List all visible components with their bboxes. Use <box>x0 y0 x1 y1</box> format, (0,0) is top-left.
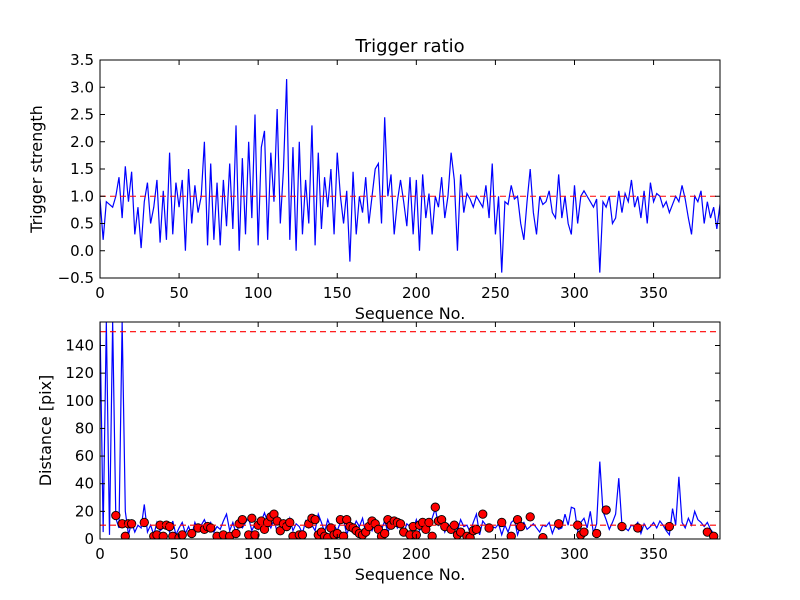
bottom-trigger-point <box>285 517 295 528</box>
bottom-trigger-point <box>591 528 602 539</box>
bottom-trigger-point <box>471 524 482 534</box>
top-x-tick-label: 0 <box>95 284 105 302</box>
top-y-tick-label: 2.0 <box>70 133 94 151</box>
bottom-trigger-point <box>617 521 627 532</box>
bottom-x-tick-label: 0 <box>95 545 105 563</box>
bottom-trigger-point <box>231 528 241 539</box>
top-y-tick-label: 2.5 <box>70 106 94 124</box>
bottom-trigger-point <box>297 530 308 539</box>
bottom-trigger-point <box>380 528 390 539</box>
top-x-tick-label: 100 <box>244 284 273 302</box>
bottom-trigger-point <box>177 530 187 539</box>
top-x-tick-label: 250 <box>481 284 510 302</box>
bottom-axes-frame <box>99 321 721 540</box>
bottom-y-tick-label: 140 <box>65 336 94 354</box>
bottom-x-axis-label: Sequence No. <box>355 565 466 584</box>
bottom-trigger-point <box>664 521 675 532</box>
bottom-trigger-point <box>497 517 507 528</box>
bottom-trigger-point <box>633 523 643 533</box>
bottom-y-tick-label: 0 <box>84 530 94 548</box>
bottom-trigger-point <box>250 530 260 539</box>
bottom-trigger-point <box>310 514 320 525</box>
chart-title: Trigger ratio <box>354 36 464 57</box>
bottom-trigger-point <box>126 519 137 529</box>
bottom-trigger-point <box>247 513 257 523</box>
bottom-y-tick-label: 60 <box>75 447 94 465</box>
top-x-tick-label: 50 <box>170 284 189 302</box>
bottom-trigger-point <box>187 528 197 539</box>
bottom-trigger-point <box>111 510 121 521</box>
top-y-tick-label: 0.0 <box>70 242 94 260</box>
bottom-x-tick-label: 250 <box>481 545 510 563</box>
top-x-tick-label: 350 <box>639 284 668 302</box>
top-y-tick-label: 3.0 <box>70 78 94 96</box>
bottom-trigger-point <box>158 531 168 539</box>
bottom-x-tick-label: 350 <box>639 545 668 563</box>
bottom-plot: 0 50 100 150 200 250 300 350 0 20 40 60 80 100 120 140 S… <box>36 321 721 584</box>
bottom-x-tick-label: 150 <box>323 545 352 563</box>
bottom-y-tick-label: 100 <box>65 392 94 410</box>
bottom-trigger-point <box>702 527 712 537</box>
bottom-trigger-point <box>395 519 406 529</box>
bottom-y-tick-label: 80 <box>75 419 94 437</box>
bottom-trigger-point <box>516 521 526 532</box>
bottom-trigger-point <box>525 512 535 522</box>
top-series-line <box>100 79 720 273</box>
top-y-tick-label: 3.5 <box>70 51 94 69</box>
bottom-trigger-point <box>237 514 247 525</box>
top-plot: 0 50 100 150 200 250 300 350 −0.5 0.0 0.5 1.0 1.5 2.0… <box>27 36 721 323</box>
bottom-trigger-point <box>427 531 437 539</box>
bottom-x-tick-label: 300 <box>560 545 589 563</box>
bottom-trigger-point <box>120 531 130 539</box>
bottom-trigger-point <box>430 502 440 512</box>
bottom-trigger-point <box>538 532 548 539</box>
bottom-y-tick-label: 20 <box>75 502 94 520</box>
top-y-tick-label: −0.5 <box>58 269 94 287</box>
bottom-y-axis-label: Distance [pix] <box>36 375 55 487</box>
top-x-tick-label: 150 <box>323 284 352 302</box>
top-y-tick-label: 1.5 <box>70 160 94 178</box>
bottom-y-tick-label: 120 <box>65 364 94 382</box>
bottom-trigger-point <box>579 527 589 537</box>
bottom-trigger-point <box>601 505 611 515</box>
top-plot-area <box>100 60 720 278</box>
bottom-plot-area <box>100 322 720 539</box>
bottom-trigger-point <box>424 517 434 528</box>
top-y-axis-label: Trigger strength <box>27 105 46 234</box>
bottom-trigger-point <box>478 509 488 519</box>
bottom-x-tick-label: 50 <box>170 545 189 563</box>
top-x-axis-label: Sequence No. <box>355 304 466 323</box>
bottom-series-line <box>100 322 718 538</box>
bottom-y-tick-label: 40 <box>75 475 94 493</box>
bottom-trigger-point <box>506 531 516 539</box>
bottom-trigger-point <box>554 519 564 529</box>
bottom-trigger-point <box>484 523 494 533</box>
bottom-trigger-point <box>206 523 216 533</box>
bottom-x-tick-label: 200 <box>402 545 431 563</box>
top-x-tick-label: 200 <box>402 284 431 302</box>
bottom-trigger-point <box>139 517 149 528</box>
bottom-trigger-point <box>338 531 349 539</box>
bottom-x-tick-label: 100 <box>244 545 273 563</box>
top-y-tick-label: 1.0 <box>70 187 94 205</box>
top-x-tick-label: 300 <box>560 284 589 302</box>
top-y-tick-label: 0.5 <box>70 215 94 233</box>
bottom-trigger-point <box>709 531 719 539</box>
bottom-trigger-point <box>455 527 466 537</box>
bottom-trigger-point <box>164 521 175 532</box>
